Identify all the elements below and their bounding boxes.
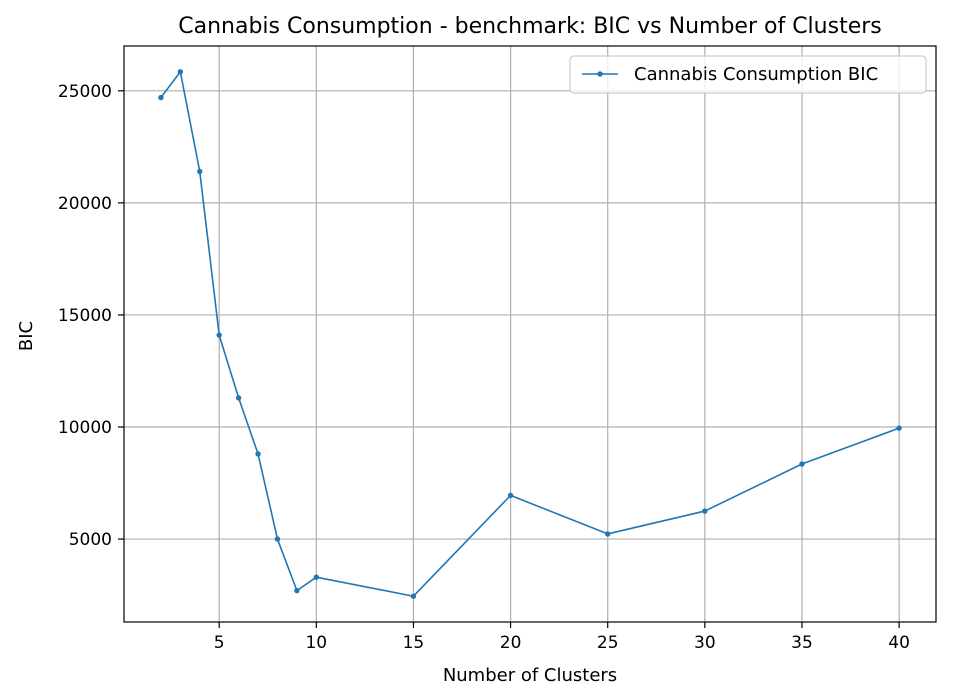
legend: Cannabis Consumption BIC [569, 55, 927, 94]
data-point [313, 574, 320, 580]
legend-marker-swatch [597, 71, 603, 77]
data-point [799, 461, 805, 467]
y-tick-label: 10000 [58, 418, 112, 438]
data-point [274, 536, 281, 542]
y-tick-label: 20000 [58, 194, 112, 214]
data-point [255, 451, 261, 457]
series-layer [158, 69, 902, 599]
legend-label: Cannabis Consumption BIC [634, 64, 878, 85]
y-tick-label: 15000 [58, 306, 112, 326]
data-point [507, 492, 514, 499]
data-point [197, 168, 203, 175]
data-point [410, 593, 417, 599]
y-axis-label: BIC [16, 321, 37, 351]
x-axis-label: Number of Clusters [443, 665, 617, 686]
chart-title: Cannabis Consumption - benchmark: BIC vs… [178, 14, 881, 39]
data-point [896, 425, 902, 431]
data-point [216, 332, 222, 338]
data-point [605, 531, 611, 537]
y-tick-label: 5000 [69, 530, 112, 550]
data-point [177, 69, 184, 75]
x-tick-label: 25 [597, 633, 619, 653]
x-tick-label: 10 [305, 633, 327, 653]
x-tick-label: 40 [888, 633, 910, 653]
grid [124, 46, 936, 622]
axis-ticks: 5 10 15 20 25 30 35 40 5000 10000 15000 20000 25000 [58, 82, 910, 653]
x-tick-label: 15 [403, 633, 425, 653]
data-point [702, 508, 708, 514]
series-line [160, 70, 900, 598]
x-tick-label: 30 [694, 633, 716, 653]
y-tick-label: 25000 [58, 82, 112, 102]
data-point [235, 395, 242, 401]
x-tick-label: 35 [791, 633, 813, 653]
legend-box [569, 55, 927, 94]
plot-frame [123, 45, 937, 623]
x-tick-label: 5 [214, 633, 225, 653]
data-point [294, 587, 300, 594]
x-tick-label: 20 [500, 633, 522, 653]
data-point [158, 94, 164, 101]
